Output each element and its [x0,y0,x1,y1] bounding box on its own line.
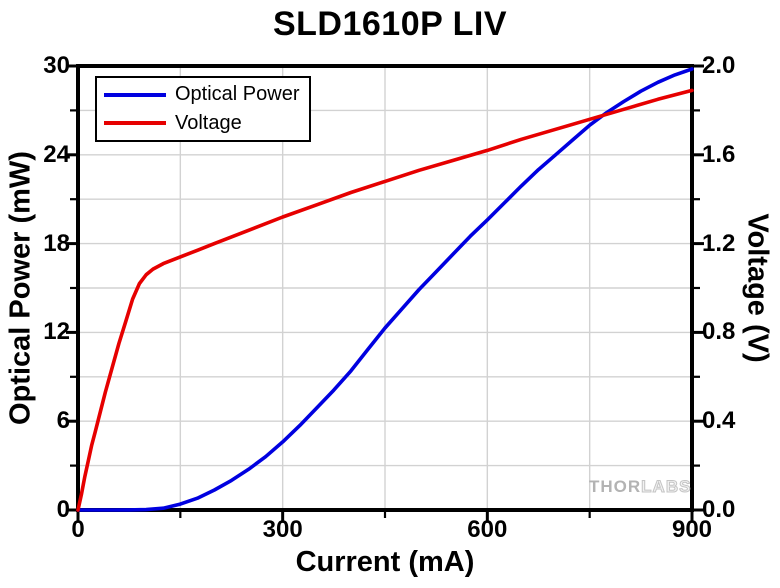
voltage-curve [76,88,694,512]
y-left-tick-label: 24 [43,140,70,168]
y-left-tick-label: 18 [43,229,70,257]
legend-label-voltage: Voltage [175,111,242,134]
y-left-tick-label: 6 [56,407,70,435]
thorlabs-watermark: THORLABS [589,477,691,497]
optical-power-curve [76,67,694,512]
legend-label-optical-power: Optical Power [175,83,300,106]
optical-power-line-sample [104,92,166,97]
y-right-tick-label: 1.6 [702,140,736,168]
y-axis-right-title: Voltage (V) [741,213,774,363]
x-axis-title: Current (mA) [295,546,475,578]
y-left-tick-label: 0 [56,496,70,523]
legend-item-optical-power: Optical Power [97,83,309,106]
y-left-tick-label: 12 [43,318,70,346]
x-tick-label: 900 [671,516,713,543]
watermark-labs: LABS [641,477,692,497]
y-left-tick-label: 30 [43,52,70,79]
axis-frame [76,64,694,512]
voltage-line-sample [104,121,166,126]
y-right-tick-label: 0.0 [702,496,736,523]
y-right-tick-label: 1.2 [702,229,736,257]
y-right-tick-label: 0.4 [702,407,736,435]
x-tick-label: 0 [71,516,85,543]
legend-item-voltage: Voltage [97,112,309,135]
x-tick-label: 300 [262,516,303,543]
y-right-tick-label: 2.0 [702,52,736,79]
y-right-tick-label: 0.8 [702,318,736,346]
legend: Optical Power Voltage [95,76,311,142]
x-tick-label: 600 [467,516,508,543]
watermark-thor: THOR [589,477,642,496]
chart-title: SLD1610P LIV [272,5,508,43]
y-axis-left-title: Optical Power (mW) [4,151,37,425]
